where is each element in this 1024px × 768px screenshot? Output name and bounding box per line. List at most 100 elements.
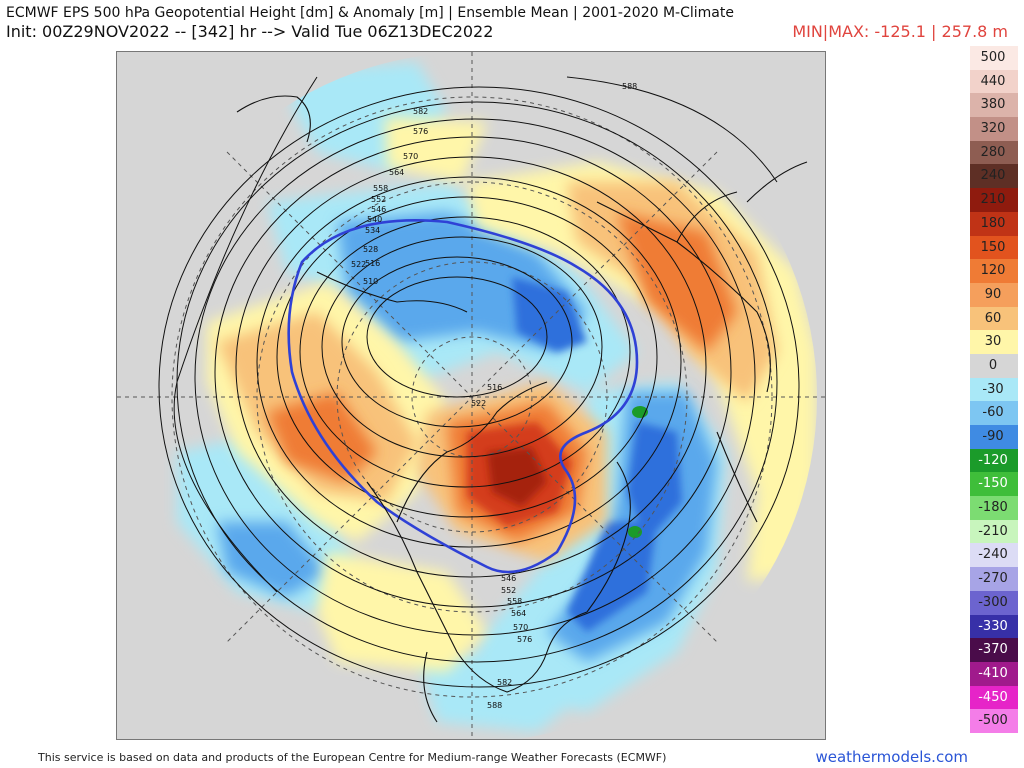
height-label: 588 xyxy=(487,701,502,710)
colorbar-label: -500 xyxy=(978,713,1008,729)
colorbar-entry: -410 xyxy=(970,661,1018,686)
colorbar-entry: 240 xyxy=(970,164,1018,189)
colorbar-label: 380 xyxy=(980,97,1006,113)
colorbar-entry: -270 xyxy=(970,567,1018,591)
height-label: 564 xyxy=(511,609,526,618)
map-svg: 588 582 576 570 564 558 552 546 540 534 … xyxy=(117,52,825,739)
coastlines xyxy=(236,95,808,723)
colorbar-swatch xyxy=(970,330,1018,354)
colorbar-entry: 150 xyxy=(970,235,1018,260)
height-label: 576 xyxy=(517,635,532,644)
height-label: 564 xyxy=(389,168,404,177)
colorbar-label: 180 xyxy=(980,215,1006,231)
height-label: 570 xyxy=(403,152,418,161)
height-label: 534 xyxy=(365,226,380,235)
colorbar-entry: 180 xyxy=(970,211,1018,236)
height-label: 516 xyxy=(365,259,380,268)
colorbar-label: -330 xyxy=(978,618,1008,634)
colorbar-swatch xyxy=(970,93,1018,118)
colorbar-entry: -450 xyxy=(970,685,1018,710)
colorbar-label: -90 xyxy=(982,429,1004,444)
height-label: 552 xyxy=(371,195,386,204)
colorbar-entry: -500 xyxy=(970,709,1018,733)
colorbar-swatch xyxy=(970,567,1018,591)
colorbar-swatch xyxy=(970,235,1018,260)
height-label: 522 xyxy=(351,260,366,269)
height-label: 576 xyxy=(413,127,428,136)
colorbar-swatch xyxy=(970,164,1018,189)
colorbar-entry: -370 xyxy=(970,638,1018,662)
height-label: 552 xyxy=(501,586,516,595)
colorbar-swatch xyxy=(970,140,1018,165)
brand-link[interactable]: weathermodels.com xyxy=(815,748,968,766)
colorbar-legend: 500 440 380 320 280 240 210 180 150 120 90 60 30 0 -30… xyxy=(970,46,1018,733)
colorbar-entry: 90 xyxy=(970,282,1018,307)
colorbar-entry: -150 xyxy=(970,472,1018,497)
height-label: 510 xyxy=(363,277,378,286)
colorbar-label: 210 xyxy=(980,192,1006,208)
height-label: 558 xyxy=(373,184,388,193)
colorbar-entry: 380 xyxy=(970,93,1018,118)
colorbar-swatch xyxy=(970,638,1018,662)
height-label: 558 xyxy=(507,597,522,606)
colorbar-label: 280 xyxy=(980,144,1006,160)
colorbar-swatch xyxy=(970,306,1018,331)
colorbar-label: 30 xyxy=(984,334,1002,350)
colorbar-label: 150 xyxy=(980,239,1006,255)
contour-540-highlight xyxy=(287,219,639,574)
height-label: 546 xyxy=(371,205,386,214)
contour-label-group: 588 582 576 570 564 558 552 546 540 534 … xyxy=(351,82,637,710)
height-label: 582 xyxy=(497,678,512,687)
colorbar-swatch xyxy=(970,69,1018,94)
colorbar-label: -120 xyxy=(978,452,1008,468)
colorbar-swatch xyxy=(970,661,1018,686)
colorbar-label: 90 xyxy=(984,286,1002,302)
map-panel[interactable]: 588 582 576 570 564 558 552 546 540 534 … xyxy=(116,51,826,740)
height-label: 582 xyxy=(413,107,428,116)
colorbar-swatch xyxy=(970,614,1018,639)
colorbar-swatch xyxy=(970,472,1018,497)
colorbar-swatch xyxy=(970,685,1018,710)
colorbar-entry: -210 xyxy=(970,519,1018,544)
colorbar-swatch xyxy=(970,519,1018,544)
height-label: 570 xyxy=(513,623,528,632)
colorbar-swatch xyxy=(970,425,1018,449)
height-label: 540 xyxy=(367,215,382,224)
colorbar-label: -30 xyxy=(982,381,1004,397)
colorbar-entry: 440 xyxy=(970,69,1018,94)
colorbar-swatch xyxy=(970,590,1018,615)
colorbar-swatch xyxy=(970,282,1018,307)
colorbar-entry: 30 xyxy=(970,330,1018,354)
colorbar-swatch xyxy=(970,46,1018,70)
height-contours xyxy=(158,76,800,688)
colorbar-label: 500 xyxy=(980,50,1006,65)
colorbar-label: -150 xyxy=(978,476,1008,492)
colorbar-entry: -240 xyxy=(970,543,1018,568)
colorbar-label: -270 xyxy=(978,571,1008,587)
colorbar-label: 60 xyxy=(984,310,1002,326)
colorbar-entry: -30 xyxy=(970,377,1018,402)
height-label: 522 xyxy=(471,399,486,408)
colorbar-label: 440 xyxy=(980,73,1006,89)
colorbar-entry: -330 xyxy=(970,614,1018,639)
min-max-readout: MIN|MAX: -125.1 | 257.8 m xyxy=(792,22,1008,41)
colorbar-label: -180 xyxy=(978,500,1008,516)
colorbar-entry: 0 xyxy=(970,353,1018,378)
colorbar-label: -240 xyxy=(978,547,1008,563)
height-label: 528 xyxy=(363,245,378,254)
colorbar-swatch xyxy=(970,448,1018,473)
colorbar-label: 0 xyxy=(988,357,998,373)
colorbar-entry: 60 xyxy=(970,306,1018,331)
colorbar-entry: 120 xyxy=(970,259,1018,283)
colorbar-swatch xyxy=(970,401,1018,425)
colorbar-label: 120 xyxy=(980,263,1006,279)
colorbar-swatch xyxy=(970,211,1018,236)
credit-text: This service is based on data and produc… xyxy=(38,751,667,764)
colorbar-label: -370 xyxy=(978,642,1008,658)
colorbar-label: -60 xyxy=(982,405,1004,421)
colorbar-label: 240 xyxy=(980,168,1006,184)
colorbar-entry: 210 xyxy=(970,188,1018,212)
colorbar-swatch xyxy=(970,496,1018,520)
colorbar-entry: -60 xyxy=(970,401,1018,425)
colorbar-label: -410 xyxy=(978,665,1008,681)
